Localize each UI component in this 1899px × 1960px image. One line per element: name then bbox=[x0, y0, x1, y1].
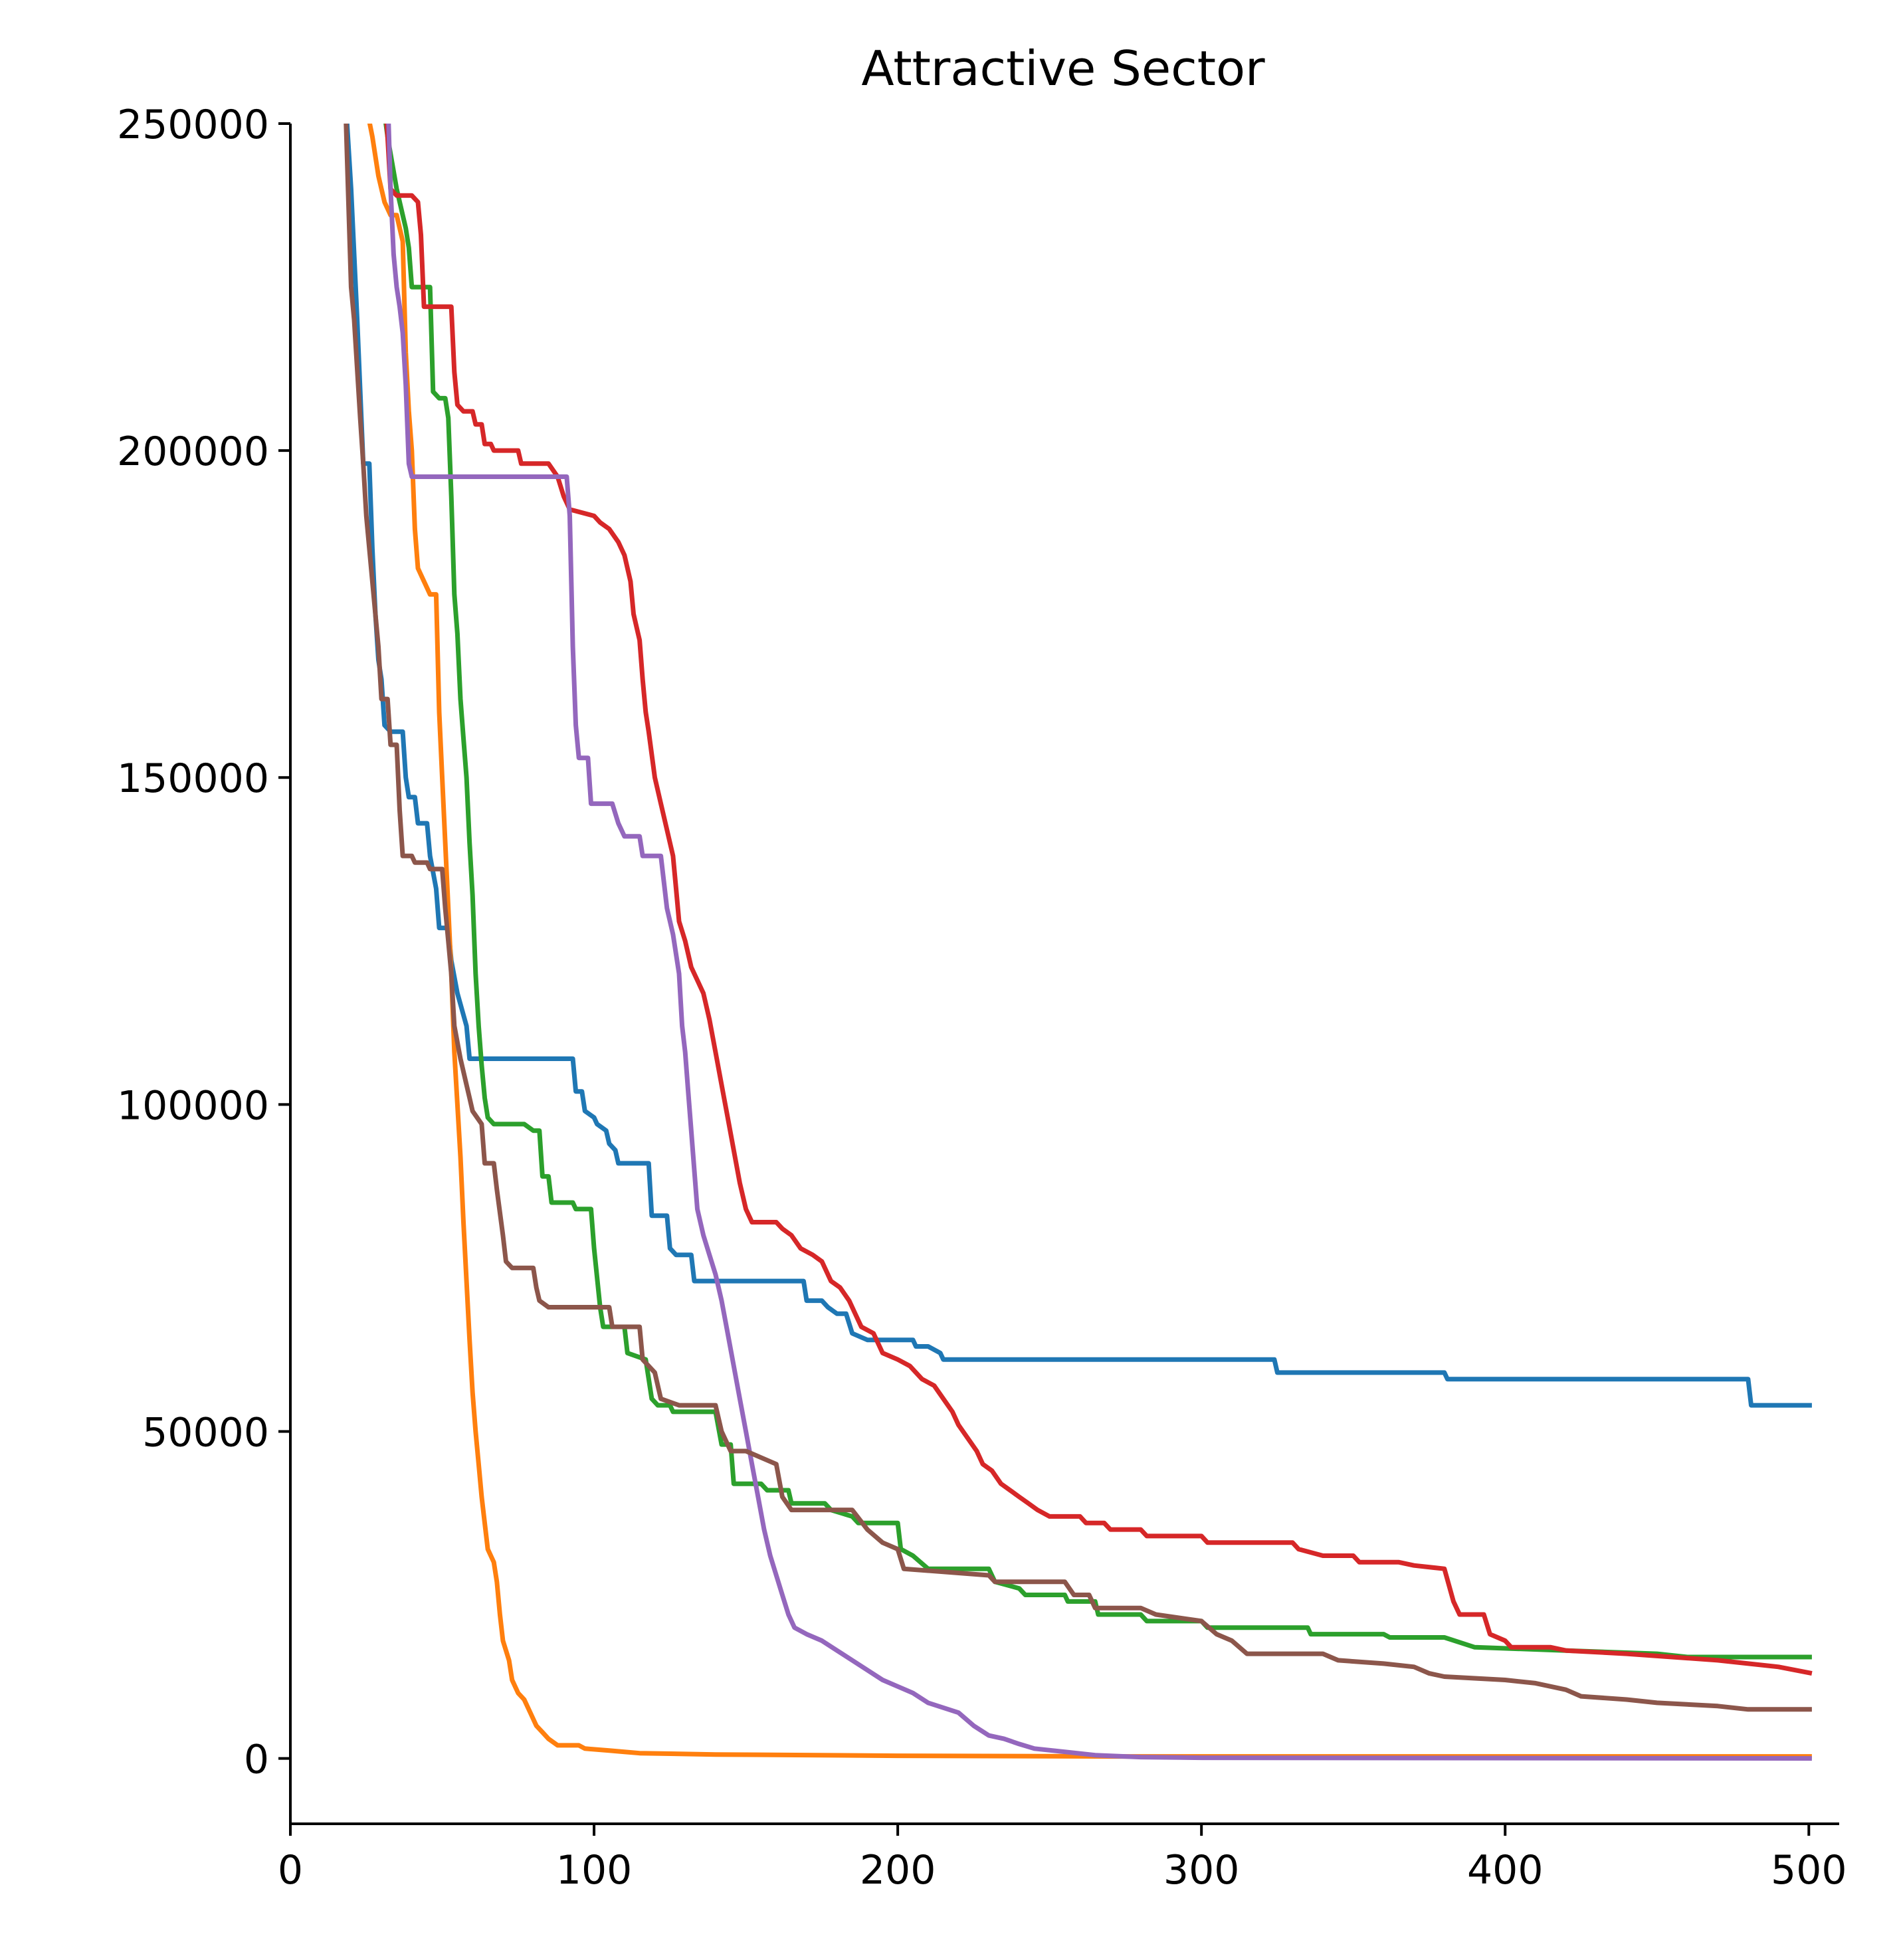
x-tick-label: 200 bbox=[860, 1847, 936, 1894]
series-layer bbox=[344, 124, 1813, 1761]
y-tick-label: 250000 bbox=[117, 102, 269, 148]
x-tick-label: 0 bbox=[278, 1847, 303, 1894]
x-tick-label: 400 bbox=[1467, 1847, 1544, 1894]
y-tick-label: 50000 bbox=[142, 1409, 269, 1456]
y-tick-label: 0 bbox=[244, 1737, 269, 1783]
chart-title: Attractive Sector bbox=[861, 41, 1265, 96]
series-line-6 bbox=[344, 124, 1812, 1712]
x-tick-label: 500 bbox=[1771, 1847, 1847, 1894]
y-tick-label: 100000 bbox=[117, 1082, 269, 1129]
x-tick-label: 300 bbox=[1163, 1847, 1240, 1894]
y-tick-label: 150000 bbox=[117, 755, 269, 802]
series-line-5 bbox=[386, 124, 1812, 1761]
series-line-4 bbox=[384, 124, 1813, 1676]
y-tick-label: 200000 bbox=[117, 429, 269, 475]
y-axis-ticks: 0 50000 100000 150000 200000 250000 bbox=[117, 102, 290, 1783]
axes-layer bbox=[289, 124, 1839, 1825]
series-line-1 bbox=[344, 124, 1812, 1408]
x-tick-label: 100 bbox=[556, 1847, 633, 1894]
series-line-3 bbox=[383, 124, 1812, 1660]
x-axis-ticks: 0 100 200 300 400 500 bbox=[278, 1824, 1847, 1894]
series-line-2 bbox=[367, 124, 1812, 1759]
